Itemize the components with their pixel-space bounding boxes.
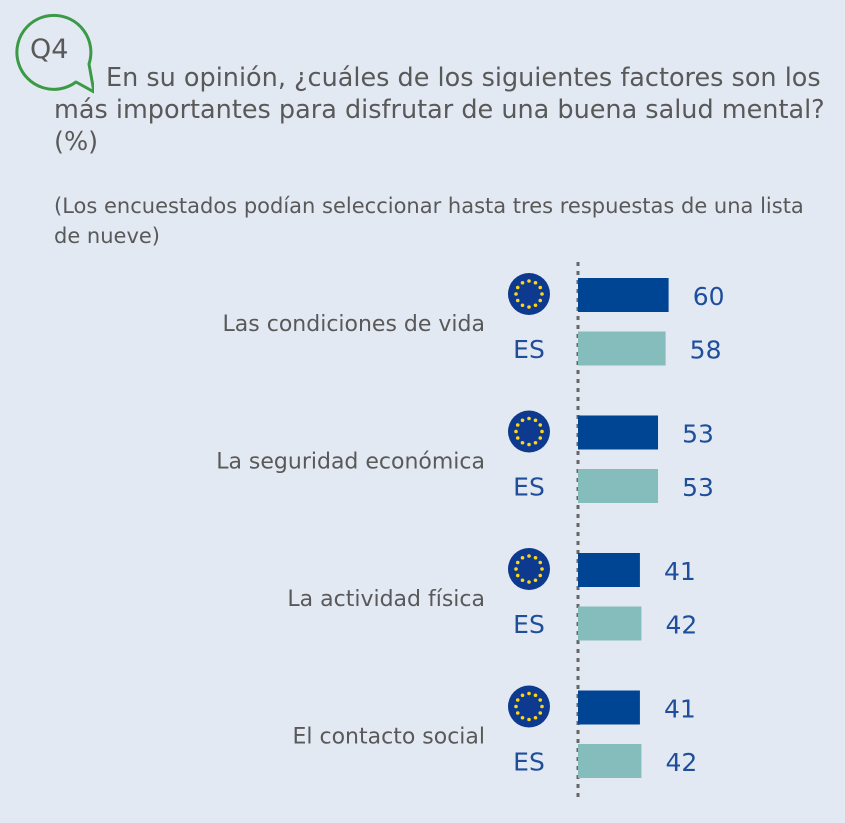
eu-flag-icon xyxy=(508,410,550,453)
value-label: 53 xyxy=(682,420,714,449)
bar-es xyxy=(578,744,642,778)
bar-eu xyxy=(578,690,640,725)
eu-flag-icon xyxy=(508,685,550,728)
eu-flag-icon xyxy=(508,273,550,315)
speech-bubble-icon xyxy=(15,13,96,94)
bar-eu xyxy=(578,415,659,450)
question-badge: Q4 xyxy=(14,12,96,94)
question-number: Q4 xyxy=(30,34,69,65)
question-subtitle: (Los encuestados podían seleccionar hast… xyxy=(54,194,804,248)
es-label: ES xyxy=(513,473,545,502)
value-label: 42 xyxy=(666,748,698,777)
bar-es xyxy=(578,331,666,366)
es-label: ES xyxy=(513,748,545,777)
value-label: 42 xyxy=(666,611,698,640)
value-label: 41 xyxy=(664,557,696,586)
es-label: ES xyxy=(513,335,545,364)
category-label: La seguridad económica xyxy=(216,450,485,475)
category-label: El contacto social xyxy=(292,725,485,750)
value-label: 53 xyxy=(682,473,714,502)
eu-flag-icon xyxy=(508,548,550,590)
value-label: 58 xyxy=(690,336,722,365)
question-title: En su opinión, ¿cuáles de los siguientes… xyxy=(54,63,825,157)
value-label: 41 xyxy=(664,695,696,724)
bar-eu xyxy=(578,553,640,587)
bar-es xyxy=(578,606,642,641)
category-label: La actividad física xyxy=(287,587,485,612)
bar-eu xyxy=(578,278,669,312)
es-label: ES xyxy=(513,610,545,639)
category-label: Las condiciones de vida xyxy=(223,312,485,337)
value-label: 60 xyxy=(693,282,725,311)
bar-es xyxy=(578,469,659,503)
